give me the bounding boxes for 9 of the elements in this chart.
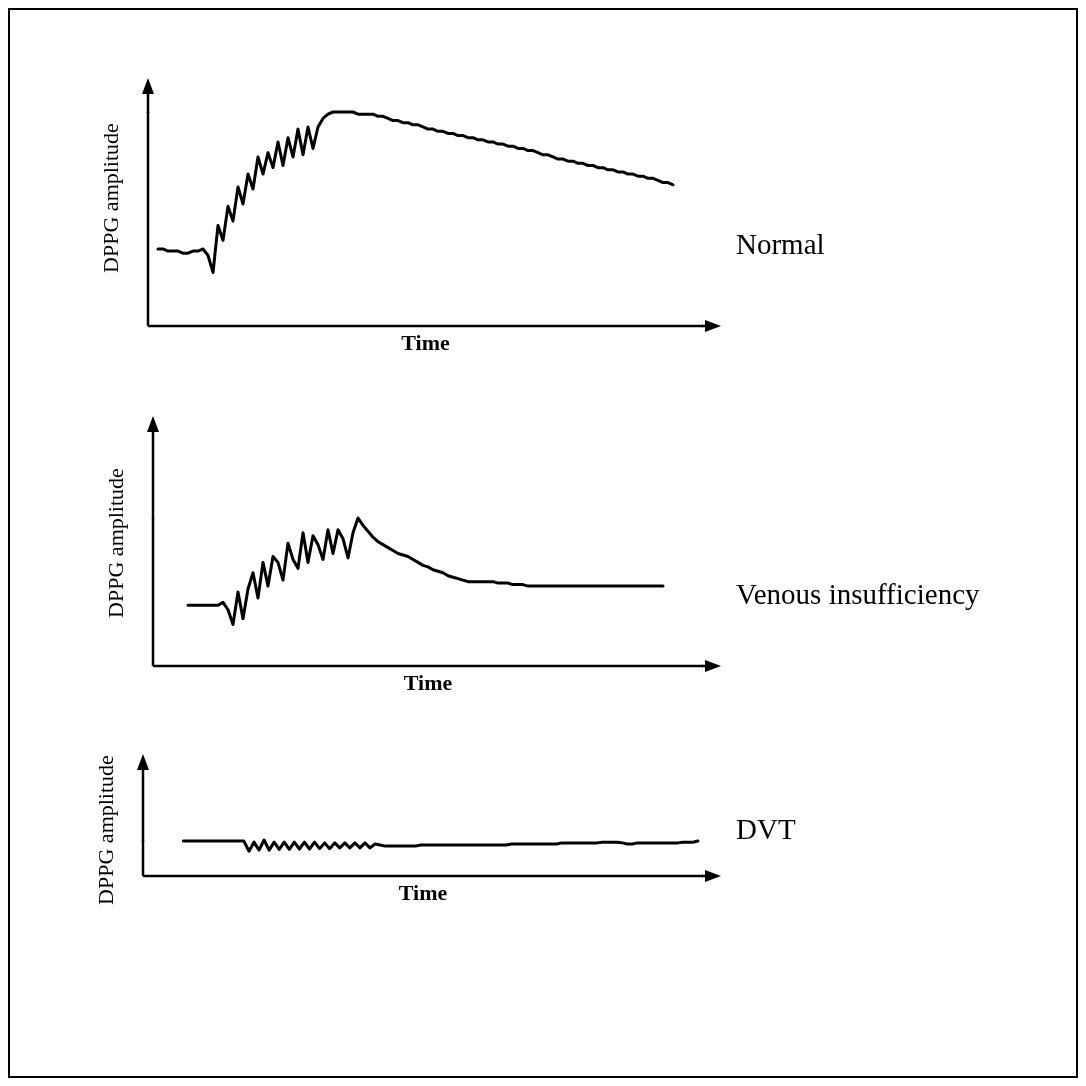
y-axis-title: DPPG amplitude: [92, 754, 119, 907]
text: Venous insufficiency: [736, 578, 980, 611]
text: Normal: [736, 228, 825, 261]
y-axis-title: DPPG amplitude: [102, 467, 129, 620]
x-axis-title: Time: [402, 670, 454, 696]
y-axis-title: DPPG amplitude: [97, 122, 124, 275]
x-axis-title: Time: [397, 880, 449, 906]
series-label: DVT: [736, 813, 796, 846]
x-axis-title: Time: [400, 330, 451, 356]
